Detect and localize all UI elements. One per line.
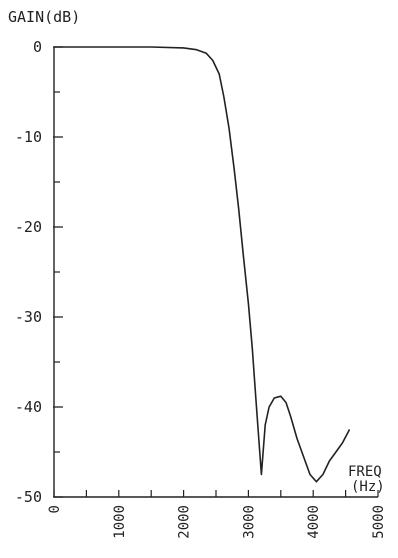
axis-ticks	[53, 46, 379, 498]
x-tick-label: 5000	[371, 505, 387, 539]
y-axis-title: GAIN(dB)	[8, 8, 80, 26]
x-tick-labels: 0 1000 2000 3000 4000 5000	[47, 505, 387, 539]
y-tick-labels: 0 -10 -20 -30 -40 -50	[15, 38, 42, 506]
x-axis-title-unit: (Hz)	[351, 479, 385, 495]
x-tick-label: 0	[47, 505, 63, 513]
y-tick-label: -20	[15, 218, 42, 236]
y-tick-label: 0	[33, 38, 42, 56]
x-tick-label: 4000	[306, 505, 322, 539]
y-tick-label: -50	[15, 488, 42, 506]
x-tick-label: 2000	[177, 505, 193, 539]
x-tick-label: 3000	[241, 505, 257, 539]
gain-curve	[54, 46, 351, 483]
x-axis-title-freq: FREQ	[348, 464, 382, 480]
y-tick-label: -30	[15, 308, 42, 326]
y-tick-label: -40	[15, 398, 42, 416]
y-tick-label: -10	[15, 128, 42, 146]
x-tick-label: 1000	[112, 505, 128, 539]
